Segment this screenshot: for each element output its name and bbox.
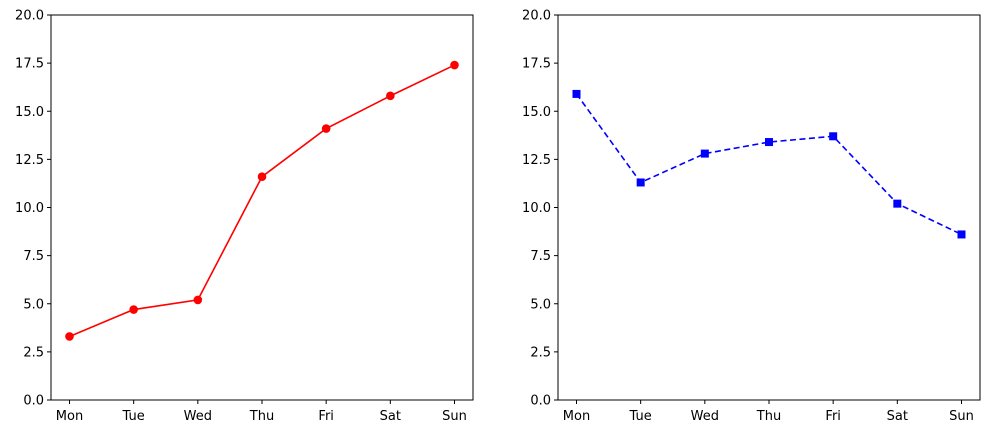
data-point-marker <box>893 199 902 208</box>
y-tick-label: 17.5 <box>15 57 44 72</box>
y-tick-label: 10.0 <box>15 201 44 216</box>
x-tick-label: Wed <box>691 409 719 424</box>
data-point-marker <box>572 89 581 98</box>
y-tick-label: 5.0 <box>530 297 551 312</box>
x-tick-label: Mon <box>563 409 590 424</box>
data-point-marker <box>129 305 138 314</box>
x-tick-label: Thu <box>756 409 781 424</box>
chart-1-series-1 <box>65 60 459 341</box>
data-point-marker <box>450 60 459 70</box>
y-tick-label: 5.0 <box>23 297 44 312</box>
y-tick-label: 17.5 <box>522 57 551 72</box>
y-tick-label: 0.0 <box>530 394 551 409</box>
chart-2: 0.0 2.5 5.0 7.5 10.0 12.5 15.0 17.5 20.0 Mon Tue We… <box>522 9 981 424</box>
x-tick-label: Sun <box>949 409 974 424</box>
data-point-marker <box>700 149 709 158</box>
x-tick-label: Fri <box>318 409 334 424</box>
y-tick-label: 0.0 <box>23 394 44 409</box>
x-tick-label: Thu <box>249 409 274 424</box>
y-tick-label: 2.5 <box>530 345 551 360</box>
data-point-marker <box>957 230 966 239</box>
x-tick-label: Fri <box>825 409 841 424</box>
x-tick-label: Tue <box>629 409 652 424</box>
data-point-marker <box>829 132 838 141</box>
x-tick-label: Mon <box>56 409 83 424</box>
x-tick-label: Sat <box>887 409 908 424</box>
x-tick-label: Tue <box>122 409 145 424</box>
y-tick-label: 12.5 <box>15 153 44 168</box>
x-tick-label: Sun <box>442 409 467 424</box>
y-tick-label: 10.0 <box>522 201 551 216</box>
y-tick-label: 20.0 <box>522 9 551 24</box>
chart-1-y-axis: 0.0 2.5 5.0 7.5 10.0 12.5 15.0 17.5 20.0 <box>15 9 51 409</box>
chart-2-series-1 <box>572 89 966 239</box>
y-tick-label: 15.0 <box>15 105 44 120</box>
data-point-marker <box>65 332 74 341</box>
x-tick-label: Wed <box>184 409 212 424</box>
data-point-marker <box>321 124 331 133</box>
data-point-marker <box>257 172 267 181</box>
y-tick-label: 7.5 <box>23 249 44 264</box>
data-point-marker <box>765 138 773 147</box>
x-tick-label: Sat <box>380 409 401 424</box>
chart-2-x-axis: Mon Tue Wed Thu Fri Sat Sun <box>563 400 974 424</box>
y-tick-label: 2.5 <box>23 345 44 360</box>
y-tick-label: 12.5 <box>522 153 551 168</box>
data-point-marker <box>193 295 203 305</box>
y-tick-label: 20.0 <box>15 9 44 24</box>
chart-1-x-axis: Mon Tue Wed Thu Fri Sat Sun <box>56 400 467 424</box>
chart-2-y-axis: 0.0 2.5 5.0 7.5 10.0 12.5 15.0 17.5 20.0 <box>522 9 558 409</box>
data-point-marker <box>386 91 395 101</box>
data-point-marker <box>636 178 645 187</box>
y-tick-label: 7.5 <box>530 249 551 264</box>
chart-1: 0.0 2.5 5.0 7.5 10.0 12.5 15.0 17.5 20.0 Mon Tue We… <box>15 9 474 424</box>
y-tick-label: 15.0 <box>522 105 551 120</box>
